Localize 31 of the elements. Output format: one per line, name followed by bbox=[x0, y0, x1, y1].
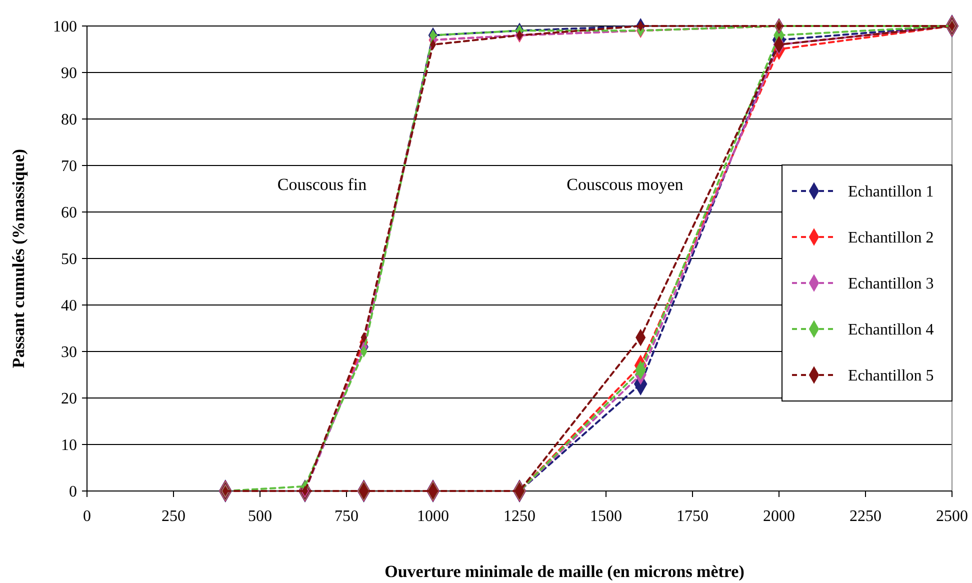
y-tick-label: 60 bbox=[61, 204, 77, 222]
x-tick-label: 0 bbox=[83, 508, 91, 525]
x-tick-label: 1000 bbox=[417, 508, 449, 525]
y-tick-label: 70 bbox=[61, 158, 77, 176]
legend-label: Echantillon 4 bbox=[848, 322, 934, 339]
y-tick-label: 20 bbox=[61, 390, 77, 408]
y-tick-label: 100 bbox=[53, 18, 77, 36]
y-tick-label: 80 bbox=[61, 112, 77, 129]
x-tick-label: 750 bbox=[334, 508, 358, 525]
x-tick-label: 2250 bbox=[850, 508, 882, 525]
x-tick-label: 2000 bbox=[763, 508, 795, 525]
legend-label: Echantillon 1 bbox=[848, 184, 934, 201]
x-tick-label: 250 bbox=[162, 508, 186, 525]
x-tick-label: 1500 bbox=[590, 508, 622, 525]
y-tick-label: 0 bbox=[69, 484, 77, 501]
annotation: Couscous moyen bbox=[566, 175, 684, 194]
legend-label: Echantillon 5 bbox=[848, 368, 934, 385]
x-axis-title: Ouverture minimale de maille (en microns mètre) bbox=[384, 562, 744, 581]
y-tick-label: 90 bbox=[61, 65, 77, 82]
legend-label: Echantillon 2 bbox=[848, 230, 934, 247]
annotation: Couscous fin bbox=[277, 175, 368, 194]
y-tick-label: 40 bbox=[61, 298, 77, 315]
x-tick-label: 1250 bbox=[504, 508, 536, 525]
legend-label: Echantillon 3 bbox=[848, 276, 934, 293]
x-tick-label: 500 bbox=[248, 508, 272, 525]
y-tick-label: 10 bbox=[61, 437, 77, 454]
x-tick-label: 1750 bbox=[676, 508, 708, 525]
y-axis-title: Passant cumulés (%massique) bbox=[9, 148, 28, 368]
x-tick-label: 2500 bbox=[936, 508, 968, 525]
y-tick-label: 30 bbox=[61, 344, 77, 362]
y-tick-label: 50 bbox=[61, 251, 77, 268]
